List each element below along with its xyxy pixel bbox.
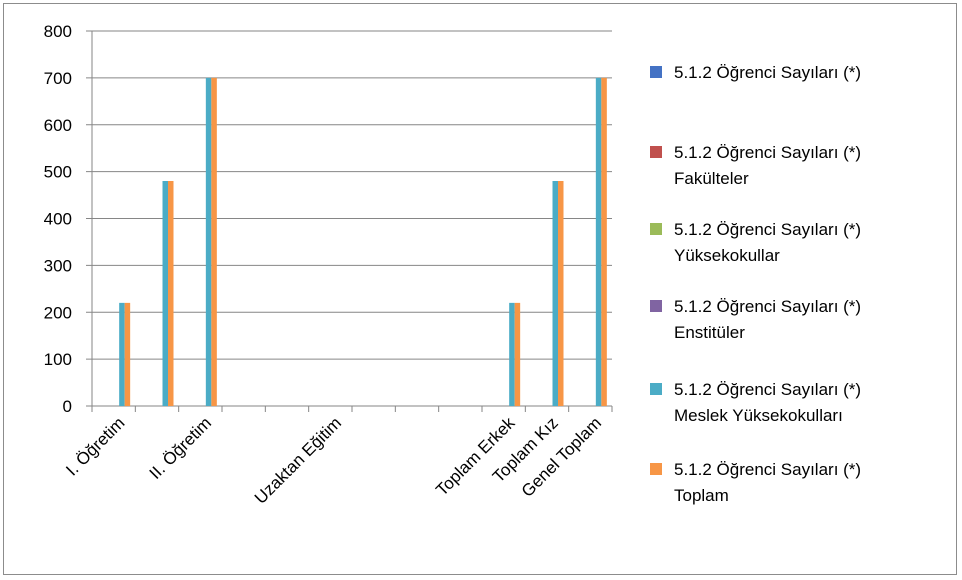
y-tick-label: 500 xyxy=(44,163,72,182)
bar xyxy=(124,302,131,406)
y-tick-label: 600 xyxy=(44,116,72,135)
y-tick-label: 700 xyxy=(44,69,72,88)
bar xyxy=(211,77,217,406)
y-tick-label: 0 xyxy=(63,397,72,416)
legend-label: 5.1.2 Öğrenci Sayıları (*) xyxy=(674,220,861,239)
x-tick-label: Uzaktan Eğitim xyxy=(251,413,345,507)
legend-label: 5.1.2 Öğrenci Sayıları (*) xyxy=(674,460,861,479)
legend-label: Yüksekokullar xyxy=(674,246,780,265)
bar xyxy=(205,77,212,406)
legend-label: Toplam xyxy=(674,486,729,505)
legend-label: Fakülteler xyxy=(674,169,749,188)
legend-swatch xyxy=(650,223,662,235)
legend-swatch xyxy=(650,300,662,312)
bar xyxy=(119,302,125,406)
legend-swatch xyxy=(650,146,662,158)
legend-swatch xyxy=(650,383,662,395)
y-tick-label: 100 xyxy=(44,350,72,369)
chart-frame xyxy=(3,3,957,575)
bar xyxy=(558,181,564,406)
x-tick-label: II. Öğretim xyxy=(146,413,216,483)
y-tick-label: 300 xyxy=(44,256,72,275)
legend-label: Enstitüler xyxy=(674,323,745,342)
bar xyxy=(162,181,168,406)
legend-label: 5.1.2 Öğrenci Sayıları (*) xyxy=(674,63,861,82)
legend-swatch xyxy=(650,66,662,78)
y-tick-label: 400 xyxy=(44,210,72,229)
y-tick-label: 200 xyxy=(44,303,72,322)
x-tick-label: I. Öğretim xyxy=(62,413,128,479)
legend-label: 5.1.2 Öğrenci Sayıları (*) xyxy=(674,297,861,316)
legend-label: 5.1.2 Öğrenci Sayıları (*) xyxy=(674,380,861,399)
legend-label: 5.1.2 Öğrenci Sayıları (*) xyxy=(674,143,861,162)
bar xyxy=(168,181,174,406)
bar xyxy=(601,77,607,406)
bar xyxy=(595,77,602,406)
bar xyxy=(514,302,521,406)
y-tick-label: 800 xyxy=(44,22,72,41)
legend-swatch xyxy=(650,463,662,475)
bar xyxy=(509,302,515,406)
legend-label: Meslek Yüksekokulları xyxy=(674,406,843,425)
bar xyxy=(552,181,558,406)
